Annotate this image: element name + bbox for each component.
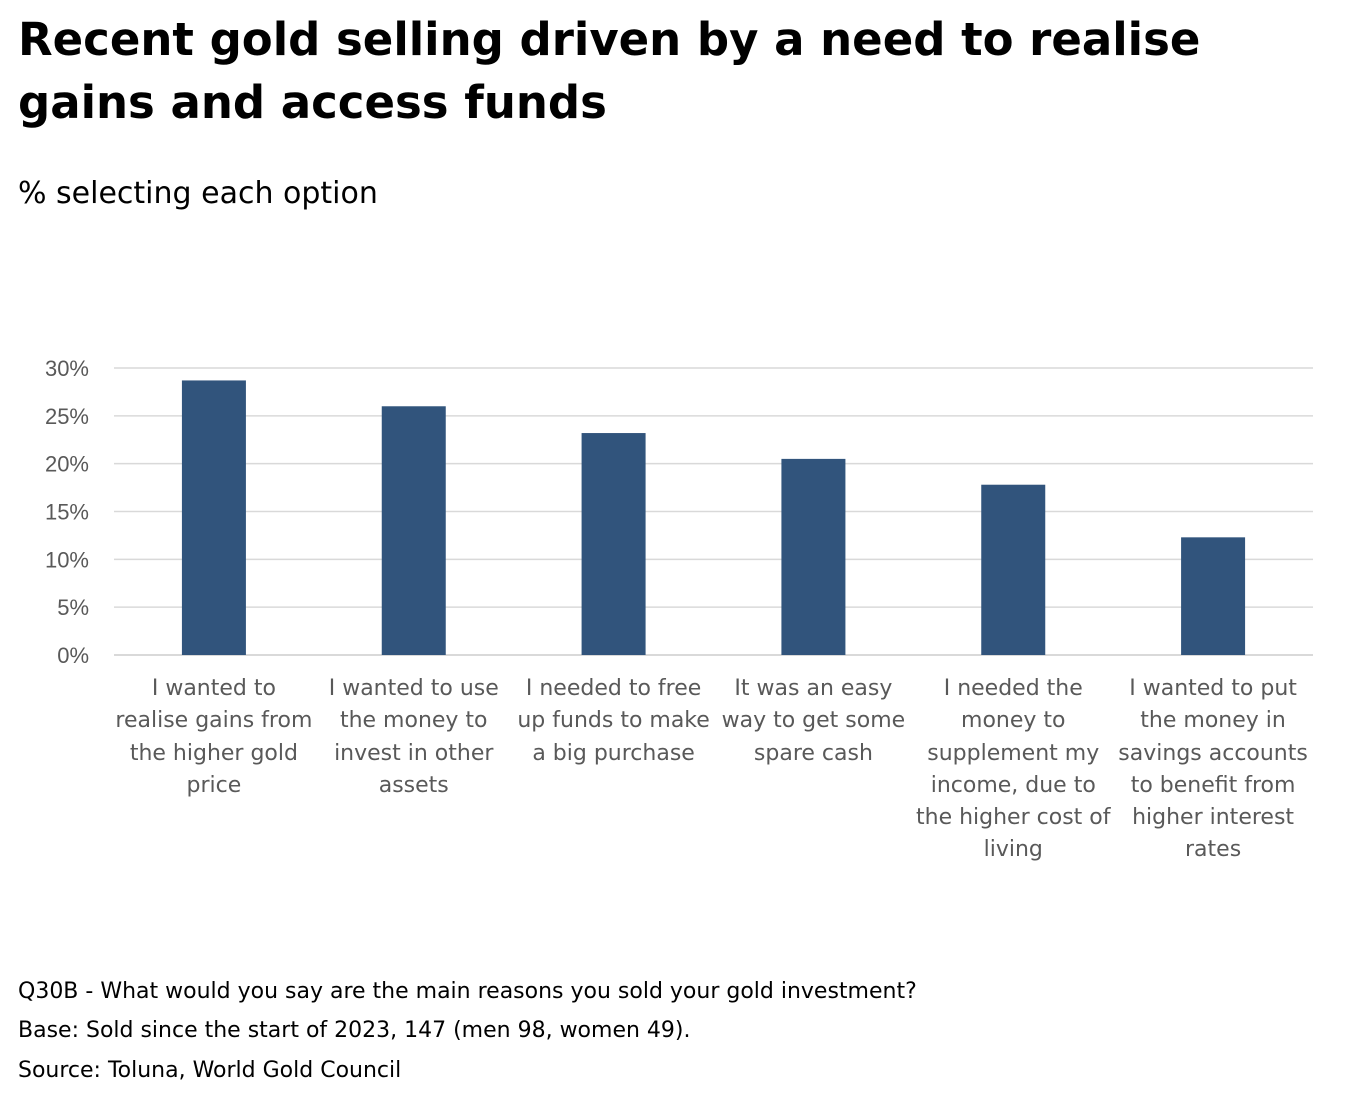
bar [181,380,246,655]
x-tick-label: I needed to free up funds to make a big … [517,676,710,766]
bar [1181,537,1246,655]
x-tick-label: It was an easy way to get some spare cas… [721,676,906,766]
chart-plot: 0% 5% 10% 15% 20% 25% 30% [45,356,1313,668]
y-tick-label: 20% [45,452,89,477]
footer-source: Source: Toluna, World Gold Council [18,1058,402,1083]
y-tick-label: 15% [45,500,89,525]
bar [781,458,846,655]
bar-chart: 0% 5% 10% 15% 20% 25% 30% I wanted to realise … [0,340,1362,900]
y-tick-label: 5% [57,595,89,620]
x-tick-label: I wanted to realise gains from the highe… [115,676,313,798]
bar [981,484,1046,655]
x-tick-label: I wanted to use the money to invest in o… [328,676,499,798]
bar [381,406,446,655]
bar [581,433,646,655]
y-tick-label: 25% [45,404,89,429]
y-tick-label: 0% [57,643,89,668]
y-tick-label: 10% [45,547,89,572]
footer-question: Q30B - What would you say are the main r… [18,979,917,1004]
x-tick-label: I needed the money to supplement my inco… [916,676,1111,863]
chart-subtitle: % selecting each option [18,176,378,211]
y-tick-label: 30% [45,356,89,381]
footer-base: Base: Sold since the start of 2023, 147 … [18,1018,691,1043]
x-tick-label: I wanted to put the money in savings acc… [1118,676,1308,863]
chart-title: Recent gold selling driven by a need to … [18,13,1201,129]
